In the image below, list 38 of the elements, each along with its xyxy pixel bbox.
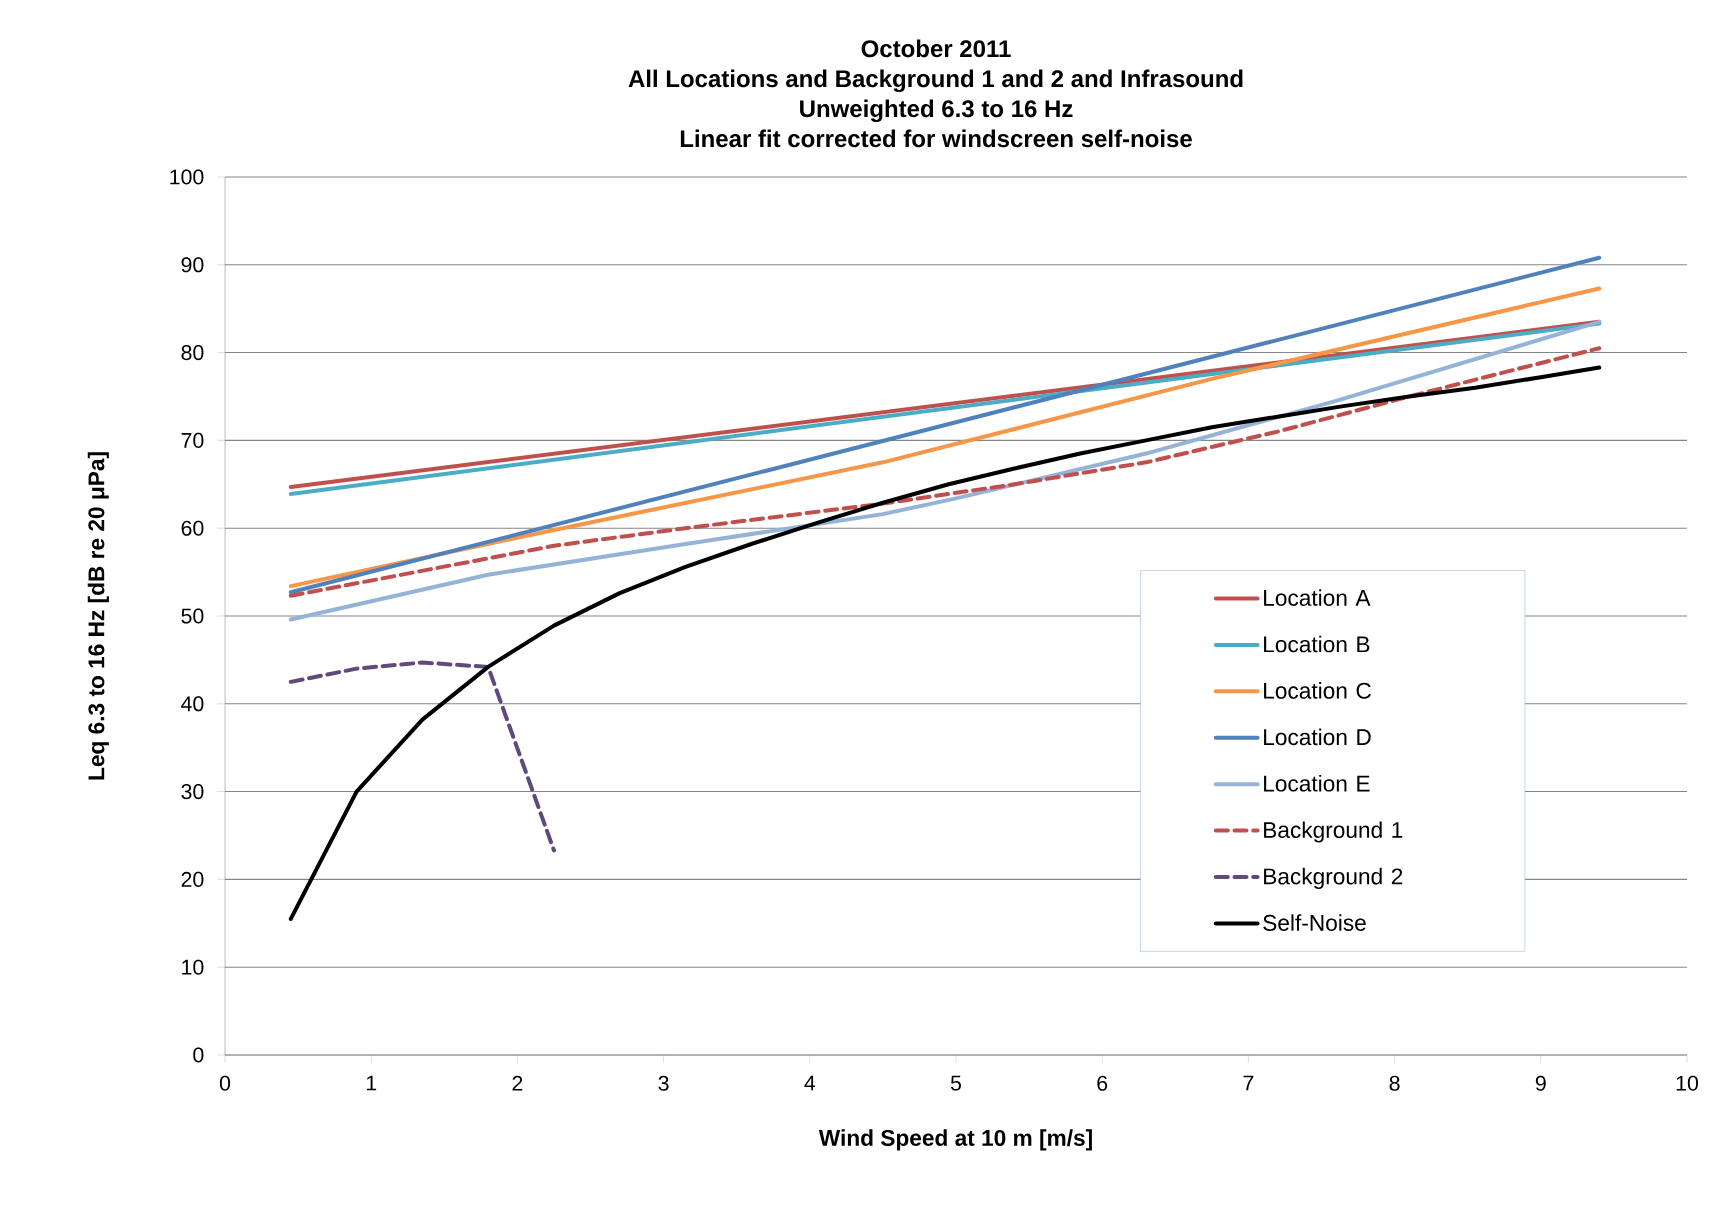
text: Linear fit corrected for windscreen self-noise <box>680 129 1192 148</box>
x-tick-label: 2 <box>512 1075 523 1091</box>
x-tick-label: 0 <box>219 1075 231 1091</box>
x-tick-label: 3 <box>658 1075 669 1091</box>
y-tick-label: 100 <box>170 169 204 185</box>
y-axis-title: Leq 6.3 to 16 Hz [dB re 20 μPa] <box>87 452 109 780</box>
legend-label: Background 1 <box>1264 821 1403 843</box>
chart-subtitle: All Locations and Background 1 and 2 and Infrasound <box>628 69 1243 93</box>
y-tick-label: 60 <box>181 520 204 536</box>
legend-label: Location D <box>1264 728 1371 746</box>
x-tick-label: 8 <box>1389 1075 1400 1091</box>
legend-label: Background 2 <box>1264 867 1403 889</box>
x-axis-title: Wind Speed at 10 m [m/s] <box>818 1129 1092 1151</box>
y-tick-label: 0 <box>193 1047 204 1063</box>
x-tick-label: 4 <box>804 1075 816 1091</box>
y-tick-label: 70 <box>181 432 204 448</box>
legend-label: Location C <box>1264 682 1371 699</box>
y-tick-label: 50 <box>181 608 204 624</box>
legend-label: Self-Noise <box>1263 914 1366 931</box>
x-tick-label: 1 <box>366 1075 377 1091</box>
legend-label: Location E <box>1264 774 1370 792</box>
y-tick-label: 10 <box>182 959 204 975</box>
x-tick-label: 10 <box>1676 1075 1699 1091</box>
x-tick-label: 5 <box>950 1075 962 1091</box>
legend-label: Location B <box>1264 635 1370 653</box>
x-tick-label: 7 <box>1243 1075 1254 1091</box>
legend-label: Location A <box>1264 589 1371 606</box>
line-series <box>288 319 1602 622</box>
text: Unweighted 6.3 to 16 Hz <box>800 99 1073 123</box>
y-tick-label: 30 <box>181 784 204 800</box>
y-tick-label: 40 <box>181 696 204 712</box>
line-series <box>288 660 556 853</box>
chart-title: October 2011 <box>861 39 1011 58</box>
x-tick-label: 9 <box>1535 1075 1546 1091</box>
y-tick-label: 20 <box>181 871 204 887</box>
y-tick-label: 80 <box>181 345 204 361</box>
y-tick-label: 90 <box>181 257 204 273</box>
x-tick-label: 6 <box>1097 1075 1108 1091</box>
